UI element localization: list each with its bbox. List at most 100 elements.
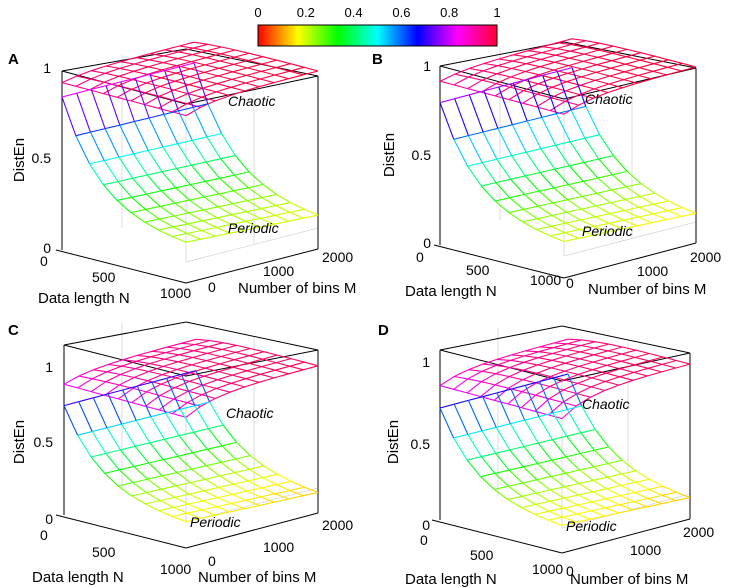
panel-a-chaotic-mesh-line <box>233 63 248 69</box>
panel-a-chaotic-mesh-line <box>261 63 276 69</box>
panel-b-periodic-mesh-line <box>550 232 566 237</box>
panel-b-chaotic-mesh-line <box>469 67 484 72</box>
panel-c-periodic-mesh-line <box>118 482 134 487</box>
panel-c-chaotic-mesh-line <box>191 360 207 366</box>
panel-a-periodic-mesh-line <box>160 187 176 192</box>
panel-a-periodic-mesh-line <box>219 177 234 192</box>
panel-b-chaotic-mesh-line <box>653 59 669 65</box>
panel-d-periodic-mesh-line <box>561 521 577 526</box>
panel-a-periodic-mesh-line <box>231 214 246 222</box>
panel-a-periodic-mesh-line <box>120 77 136 83</box>
panel-a-chaotic-mesh-line <box>135 57 150 61</box>
panel-b-chaotic-mesh-line <box>537 93 552 99</box>
panel-c-periodic-mesh-line <box>215 511 231 516</box>
panel-d-periodic-mesh-line <box>548 507 564 512</box>
panel-c-periodic-mesh-line <box>149 438 165 444</box>
panel-c-periodic-mesh-line <box>261 483 277 489</box>
panel-b-chaotic-mesh-line <box>538 69 554 76</box>
panel-c-periodic-mesh-line <box>204 478 219 488</box>
panel-d-periodic-mesh-line <box>577 501 592 506</box>
panel-a-chaotic-mesh-line <box>90 78 105 83</box>
panel-c-chaotic-mesh-line <box>159 387 175 396</box>
panel-d-periodic-mesh-line <box>521 503 536 509</box>
panel-a-periodic-mesh-line <box>173 215 189 225</box>
panel-c-periodic-mesh-line <box>104 472 119 487</box>
panel-c-chaotic-mesh-line <box>232 370 248 376</box>
panel-a-periodic-mesh-line <box>247 200 262 210</box>
panel-c-periodic-mesh-line <box>174 493 190 498</box>
panel-b-chaotic-mesh-line <box>611 60 626 65</box>
panel-b-chaotic-mesh-line <box>595 67 611 73</box>
panel-b-chaotic-mesh-line <box>537 86 553 95</box>
panel-d-periodic-mesh-line <box>494 469 510 474</box>
panel-d-periodic-mesh-line <box>578 483 593 493</box>
panel-b-chaotic-mesh-line <box>622 82 638 89</box>
panel-b-periodic-mesh-line <box>637 216 653 224</box>
panel-b-periodic-mesh-line <box>593 225 609 233</box>
panel-d-periodic-mesh-line <box>523 442 539 448</box>
panel-a-xlabel: Data length N <box>38 290 130 307</box>
panel-b-periodic-mesh-line <box>454 94 470 100</box>
panel-b-periodic-mesh-line <box>524 193 539 207</box>
panel-c-periodic-mesh-line <box>263 465 278 475</box>
panel-a-periodic-mesh-line <box>206 136 222 159</box>
panel-a-chaotic-mesh-line <box>61 82 76 87</box>
panel-a-chaotic-mesh-line <box>201 96 216 102</box>
panel-d-chaotic-mesh-line <box>495 366 511 375</box>
panel-c-chaotic-mesh-line <box>303 365 319 371</box>
panel-b-chaotic-mesh-line <box>598 49 613 54</box>
panel-b-chaotic-mesh-line <box>585 40 600 44</box>
panel-d-chaotic-mesh-line <box>578 373 592 379</box>
panel-b-periodic-mesh-line <box>525 151 541 173</box>
panel-b-periodic-mesh-line <box>537 205 553 216</box>
panel-a-periodic-mesh-line <box>131 193 147 198</box>
panel-b-periodic-mesh-line <box>579 225 595 231</box>
panel-c-periodic-mesh-line <box>259 501 275 507</box>
panel-d-chaotic-mesh-line <box>552 343 568 349</box>
panel-d-periodic-mesh-line <box>521 492 537 497</box>
panel-c-periodic-mesh-line <box>191 465 207 470</box>
panel-d-chaotic-mesh-line <box>453 369 469 377</box>
panel-d-chaotic-mesh-line <box>662 356 677 362</box>
panel-b-periodic-mesh-line <box>542 75 557 114</box>
panel-a-periodic-mesh-line <box>178 66 194 108</box>
panel-b-periodic-mesh-line <box>640 183 656 194</box>
panel-d-periodic-mesh-line <box>580 428 596 434</box>
panel-c-periodic-mesh-line <box>235 455 251 460</box>
panel-a-periodic-mesh-line <box>75 135 91 165</box>
panel-c-chaotic-mesh-line <box>166 346 181 350</box>
panel-a-chaotic-mesh-line <box>162 62 177 67</box>
panel-b-chaotic-mesh-line <box>609 75 624 81</box>
panel-d-chaotic-mesh-line <box>511 354 525 357</box>
panel-d-periodic-mesh-line <box>481 452 496 458</box>
panel-c-chaotic-mesh-line <box>274 369 289 375</box>
panel-b-periodic-mesh-line <box>539 172 555 189</box>
panel-d-periodic-mesh-line <box>523 462 538 468</box>
panel-d-periodic-mesh-line <box>563 504 578 509</box>
panel-b-chaotic-mesh-line <box>668 59 683 64</box>
panel-d-periodic-mesh-line <box>590 507 606 512</box>
panel-c-chaotic-mesh-line <box>245 378 260 383</box>
panel-a-chaotic-mesh-line <box>144 104 159 109</box>
panel-c-periodic-mesh-line <box>121 423 136 447</box>
panel-a-chaotic-mesh-line <box>172 93 189 101</box>
panel-c-periodic-mesh-line <box>190 478 206 484</box>
panel-a-chaotic-mesh-line <box>147 69 163 75</box>
panel-a-chaotic-mesh-line <box>233 59 249 65</box>
panel-b-chaotic-mesh-line <box>510 76 525 81</box>
panel-d-chaotic-mesh-line <box>620 368 634 373</box>
panel-c-periodic-mesh-line <box>234 468 250 474</box>
panel-b-chaotic-mesh-line <box>652 70 667 76</box>
panel-d-chaotic-mesh-line <box>548 398 563 403</box>
panel-c-periodic-mesh-line <box>117 485 133 497</box>
panel-b-periodic-mesh-line <box>551 211 567 217</box>
panel-d-chaotic-mesh-line <box>635 349 650 355</box>
panel-a-periodic-mesh-line <box>192 107 208 138</box>
panel-d-periodic-mesh-line <box>567 405 582 411</box>
panel-d-chaotic-mesh-line <box>510 350 526 356</box>
panel-c-periodic-mesh-line <box>245 496 261 501</box>
panel-b-periodic-mesh-line <box>668 200 683 209</box>
panel-a-periodic-mesh-line <box>149 70 165 75</box>
panel-b-periodic-mesh-line <box>566 208 582 213</box>
panel-d-periodic-mesh-line <box>564 482 580 488</box>
